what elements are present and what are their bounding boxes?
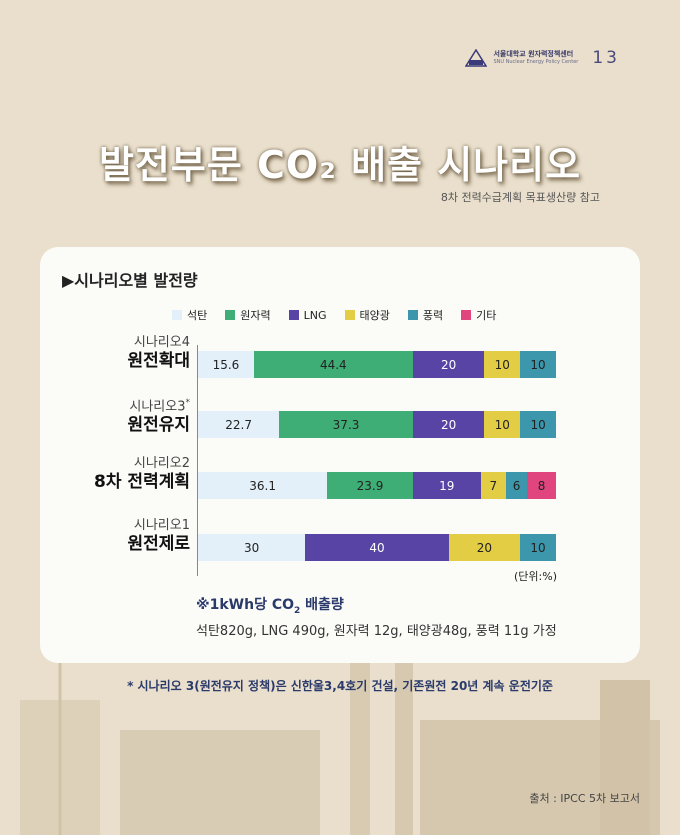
legend-label: 태양광 — [359, 309, 390, 322]
bar-value-label: 44.4 — [319, 357, 347, 372]
bar-value-label: 37.3 — [332, 417, 360, 432]
header: 서울대학교 원자력정책센터 SNU Nuclear Energy Policy … — [465, 48, 620, 68]
scenario-label: 시나리오1 — [80, 518, 190, 534]
bar-value-label: 10 — [494, 417, 510, 432]
note-text: 석탄820g, LNG 490g, 원자력 12g, 태양광48g, 풍력 11… — [196, 624, 557, 639]
scenario-name: 원전유지 — [127, 415, 190, 436]
chart-unit: (단위:%) — [514, 570, 557, 583]
bar-value-label: 8 — [537, 478, 546, 493]
scenario-label: 시나리오3* — [80, 395, 190, 415]
stacked-bar: 15.6 44.4 20 10 10 — [198, 351, 556, 378]
bar-segment: 10 — [520, 411, 556, 438]
legend-item: 태양광 — [344, 307, 390, 323]
bar-value-label: 36.1 — [249, 478, 276, 493]
section-title: ▶시나리오별 발전량 — [62, 271, 198, 290]
bar-value-label: 19 — [439, 478, 455, 493]
bar-segment: 40 — [305, 534, 449, 561]
bar-segment: 20 — [412, 351, 485, 378]
legend-swatch — [225, 310, 236, 320]
legend-swatch — [344, 310, 355, 320]
bar-segment: 10 — [520, 351, 556, 378]
legend-item: 원자력 — [225, 307, 271, 323]
bar-value-label: 20 — [440, 357, 457, 372]
chart-card: ▶시나리오별 발전량 석탄 원자력 LNG 태양광 풍력 기타 시나리오4 원전확대 15.6… — [40, 247, 640, 663]
center-logo-icon — [465, 49, 488, 67]
org-name-en: SNU Nuclear Energy Policy Center — [493, 59, 579, 65]
bar-value-label: 22.7 — [225, 417, 252, 432]
bar-segment: 6 — [505, 472, 528, 499]
stacked-bar: 22.7 37.3 20 10 10 — [198, 411, 556, 438]
row-label: 시나리오4 원전확대 — [80, 335, 190, 371]
scenario-number: 시나리오4 — [133, 335, 190, 350]
note-title: ※1kWh당 CO2 배출량 — [196, 594, 344, 616]
scenario-label: 시나리오4 — [80, 335, 190, 351]
bar-segment: 20 — [412, 411, 485, 438]
source-credit: 출처 : IPCC 5차 보고서 — [529, 792, 640, 805]
legend-item: 석탄 — [172, 307, 207, 323]
bar-value-label: 10 — [530, 417, 546, 432]
legend-label: 석탄 — [187, 309, 208, 322]
legend-swatch — [461, 310, 472, 320]
bar-segment: 10 — [520, 534, 556, 561]
bar-segment: 10 — [484, 351, 521, 378]
stacked-bar: 30 40 20 10 — [198, 534, 556, 561]
bar-segment: 22.7 — [198, 411, 280, 438]
bar-segment: 23.9 — [327, 472, 413, 499]
bar-value-label: 30 — [244, 540, 260, 555]
page-subtitle: 8차 전력수급계획 목표생산량 참고 — [440, 191, 600, 204]
scenario-label: 시나리오2 — [80, 456, 190, 472]
bar-segment: 19 — [412, 472, 481, 499]
scenario-name: 원전제로 — [127, 534, 190, 554]
bar-value-label: 10 — [530, 540, 546, 555]
org-name: 서울대학교 원자력정책센터 SNU Nuclear Energy Policy … — [493, 50, 578, 66]
scenario-number: 시나리오1 — [133, 518, 190, 533]
legend-swatch — [288, 310, 299, 320]
bar-segment: 10 — [484, 411, 521, 438]
bar-value-label: 15.6 — [212, 357, 240, 372]
legend-item: LNG — [288, 307, 327, 323]
legend-swatch — [407, 310, 418, 320]
bar-value-label: 10 — [530, 357, 546, 372]
chart-axis-line — [197, 345, 198, 576]
legend-label: LNG — [303, 308, 327, 322]
bar-value-label: 23.9 — [356, 478, 384, 493]
legend-label: 원자력 — [240, 309, 271, 322]
bar-segment: 30 — [198, 534, 306, 561]
org-name-ko: 서울대학교 원자력정책센터 — [493, 50, 574, 58]
scenario-number: 시나리오3 — [129, 399, 186, 415]
row-label: 시나리오2 8차 전력계획 — [80, 456, 190, 492]
bar-segment: 36.1 — [198, 472, 328, 499]
legend-item: 기타 — [461, 307, 496, 323]
scenario-mark: * — [185, 398, 191, 408]
page-title: 발전부문 CO₂ 배출 시나리오 — [98, 143, 582, 187]
bar-value-label: 7 — [489, 478, 498, 493]
note-title-suffix: 배출량 — [300, 597, 344, 613]
note-title-sub: 2 — [294, 605, 301, 616]
bar-segment: 20 — [448, 534, 521, 561]
scenario-name: 8차 전력계획 — [94, 472, 190, 492]
legend-label: 풍력 — [422, 309, 444, 322]
legend-label: 기타 — [476, 309, 497, 322]
note-title-prefix: ※1kWh당 CO — [196, 597, 295, 613]
footnote: * 시나리오 3(원전유지 정책)은 신한울3,4호기 건설, 기존원전 20년… — [127, 679, 553, 693]
scenario-name: 원전확대 — [127, 351, 190, 371]
bar-value-label: 10 — [494, 357, 510, 372]
bar-segment: 8 — [527, 472, 556, 499]
chart-legend: 석탄 원자력 LNG 태양광 풍력 기타 — [172, 307, 496, 323]
bar-segment: 7 — [480, 472, 506, 499]
bar-segment: 37.3 — [279, 411, 413, 438]
legend-item: 풍력 — [407, 307, 444, 323]
page-number: 13 — [592, 48, 620, 68]
bar-value-label: 20 — [476, 540, 493, 555]
bar-value-label: 20 — [440, 417, 457, 432]
row-label: 시나리오1 원전제로 — [80, 518, 190, 554]
bar-segment: 44.4 — [253, 351, 413, 378]
bar-value-label: 40 — [369, 540, 385, 555]
legend-swatch — [172, 310, 182, 320]
stacked-bar: 36.1 23.9 19 7 6 8 — [198, 472, 556, 499]
row-label: 시나리오3* 원전유지 — [80, 395, 190, 435]
scenario-number: 시나리오2 — [133, 456, 190, 471]
bar-value-label: 6 — [512, 478, 521, 493]
bar-segment: 15.6 — [198, 351, 254, 378]
